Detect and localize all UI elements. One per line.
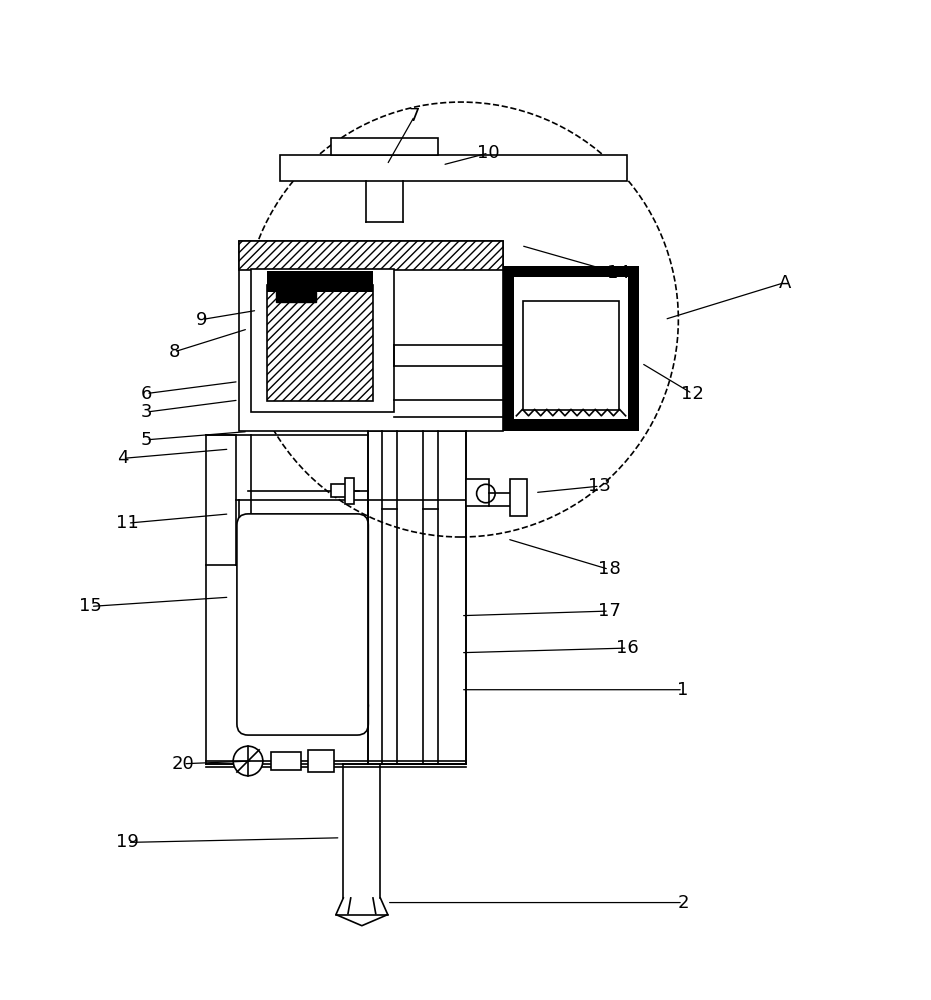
Text: 13: 13 bbox=[588, 477, 611, 495]
Bar bbox=[331, 484, 348, 497]
Bar bbox=[331, 138, 438, 155]
Bar bbox=[514, 277, 628, 419]
Text: 16: 16 bbox=[616, 639, 639, 657]
Bar bbox=[466, 479, 489, 506]
Bar bbox=[369, 431, 466, 764]
Bar bbox=[503, 266, 514, 431]
Text: 10: 10 bbox=[478, 144, 500, 162]
Text: 19: 19 bbox=[116, 833, 139, 851]
Bar bbox=[266, 285, 373, 401]
Bar bbox=[280, 155, 627, 181]
Text: 2: 2 bbox=[677, 894, 689, 912]
Bar bbox=[503, 419, 640, 431]
Bar bbox=[238, 241, 503, 270]
Text: 3: 3 bbox=[141, 403, 152, 421]
Text: 9: 9 bbox=[196, 311, 208, 329]
Text: 6: 6 bbox=[141, 385, 152, 403]
Bar bbox=[628, 266, 640, 431]
Polygon shape bbox=[276, 292, 316, 302]
Text: 17: 17 bbox=[598, 602, 620, 620]
Bar bbox=[266, 271, 373, 292]
Bar bbox=[523, 301, 619, 410]
Bar bbox=[271, 752, 301, 770]
Text: 15: 15 bbox=[79, 597, 102, 615]
Text: 14: 14 bbox=[607, 264, 629, 282]
Text: 12: 12 bbox=[681, 385, 704, 403]
Bar bbox=[510, 479, 527, 516]
Text: 5: 5 bbox=[141, 431, 152, 449]
Text: 8: 8 bbox=[169, 343, 180, 361]
Bar bbox=[238, 241, 503, 431]
Bar bbox=[250, 269, 394, 412]
Text: 7: 7 bbox=[409, 107, 421, 125]
Circle shape bbox=[233, 746, 263, 776]
Bar bbox=[308, 750, 334, 772]
Text: 18: 18 bbox=[598, 560, 620, 578]
FancyBboxPatch shape bbox=[236, 514, 369, 735]
Bar bbox=[345, 478, 355, 504]
Text: 4: 4 bbox=[117, 449, 128, 467]
Text: 11: 11 bbox=[116, 514, 139, 532]
Text: 1: 1 bbox=[677, 681, 689, 699]
Text: 20: 20 bbox=[172, 755, 195, 773]
Bar bbox=[503, 266, 640, 277]
Text: A: A bbox=[778, 274, 791, 292]
